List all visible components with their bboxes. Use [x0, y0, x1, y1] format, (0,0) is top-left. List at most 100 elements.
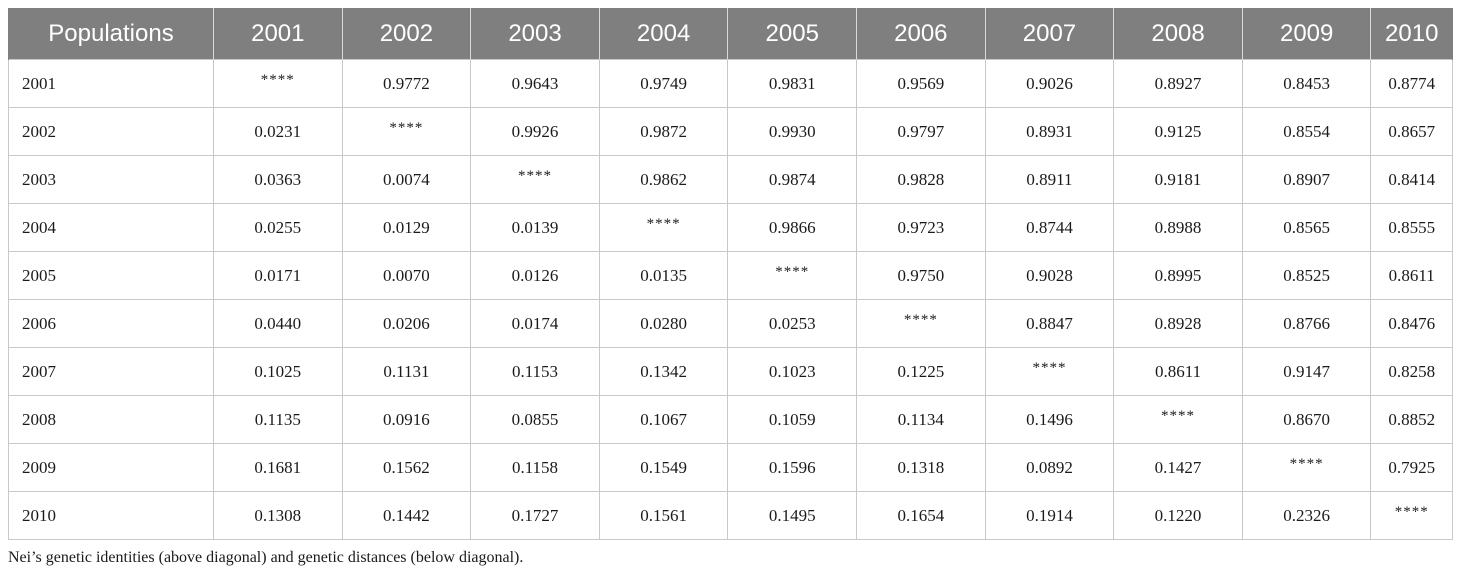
table-cell: 0.9569	[856, 59, 986, 108]
table-cell: 0.8453	[1241, 59, 1372, 108]
table-cell: 0.1220	[1113, 491, 1243, 540]
table-row: 2001 **** 0.9772 0.9643 0.9749 0.9831 0.9569 0.…	[8, 59, 1453, 108]
table-cell: 0.9028	[984, 251, 1115, 300]
row-header: 2003	[8, 155, 214, 204]
row-header: 2009	[8, 443, 214, 492]
table-cell: 0.8565	[1241, 203, 1372, 252]
table-cell: 0.1727	[470, 491, 600, 540]
table-cell: 0.8988	[1113, 203, 1243, 252]
table-cell: 0.0074	[341, 155, 472, 204]
table-row: 2005 0.0171 0.0070 0.0126 0.0135 **** 0.9750 0.…	[8, 251, 1453, 300]
table-cell: 0.1496	[984, 395, 1115, 444]
table-cell: 0.0129	[341, 203, 472, 252]
table-cell: 0.8414	[1370, 155, 1453, 204]
header-row: Populations 2001 2002 2003 2004 2005 2006 2007 2…	[8, 8, 1453, 60]
table-cell: 0.0070	[341, 251, 472, 300]
table-row: 2010 0.1308 0.1442 0.1727 0.1561 0.1495 0.1654…	[8, 491, 1453, 540]
column-header-2005: 2005	[727, 8, 858, 60]
diagonal-cell: ****	[1370, 491, 1453, 540]
table-header: Populations 2001 2002 2003 2004 2005 2006 2007 2…	[8, 8, 1453, 60]
table-cell: 0.8766	[1241, 299, 1372, 348]
table-cell: 0.8907	[1241, 155, 1372, 204]
table-cell: 0.1495	[727, 491, 858, 540]
table-cell: 0.9874	[727, 155, 858, 204]
table-cell: 0.8931	[984, 107, 1115, 156]
table-cell: 0.8774	[1370, 59, 1453, 108]
table-row: 2009 0.1681 0.1562 0.1158 0.1549 0.1596 0.1318…	[8, 443, 1453, 492]
table-cell: 0.0363	[212, 155, 343, 204]
diagonal-cell: ****	[1113, 395, 1243, 444]
table-cell: 0.7925	[1370, 443, 1453, 492]
table-cell: 0.0255	[212, 203, 343, 252]
table-cell: 0.8995	[1113, 251, 1243, 300]
table-cell: 0.0855	[470, 395, 600, 444]
table-cell: 0.0206	[341, 299, 472, 348]
table-cell: 0.1225	[856, 347, 986, 396]
table-cell: 0.9831	[727, 59, 858, 108]
table-cell: 0.9797	[856, 107, 986, 156]
table-cell: 0.0440	[212, 299, 343, 348]
column-header-2001: 2001	[212, 8, 343, 60]
table-cell: 0.8657	[1370, 107, 1453, 156]
table-cell: 0.1342	[598, 347, 729, 396]
table-cell: 0.1023	[727, 347, 858, 396]
column-header-populations: Populations	[8, 8, 214, 60]
table-cell: 0.0280	[598, 299, 729, 348]
table-cell: 0.8852	[1370, 395, 1453, 444]
table-cell: 0.8927	[1113, 59, 1243, 108]
table-cell: 0.8847	[984, 299, 1115, 348]
row-header: 2005	[8, 251, 214, 300]
table-cell: 0.8258	[1370, 347, 1453, 396]
table-cell: 0.9872	[598, 107, 729, 156]
table-cell: 0.1561	[598, 491, 729, 540]
table-cell: 0.9147	[1241, 347, 1372, 396]
table-row: 2003 0.0363 0.0074 **** 0.9862 0.9874 0.9828 0.…	[8, 155, 1453, 204]
table-row: 2002 0.0231 **** 0.9926 0.9872 0.9930 0.9797 0.…	[8, 107, 1453, 156]
table-cell: 0.8525	[1241, 251, 1372, 300]
row-header: 2001	[8, 59, 214, 108]
table-footnote: Nei’s genetic identities (above diagonal…	[8, 549, 524, 566]
table-cell: 0.9026	[984, 59, 1115, 108]
table-cell: 0.0126	[470, 251, 600, 300]
table-cell: 0.1427	[1113, 443, 1243, 492]
table-cell: 0.9125	[1113, 107, 1243, 156]
diagonal-cell: ****	[470, 155, 600, 204]
diagonal-cell: ****	[1241, 443, 1372, 492]
row-header: 2004	[8, 203, 214, 252]
table-cell: 0.9750	[856, 251, 986, 300]
table-cell: 0.1067	[598, 395, 729, 444]
table-cell: 0.0139	[470, 203, 600, 252]
table-cell: 0.0253	[727, 299, 858, 348]
row-header: 2007	[8, 347, 214, 396]
table-cell: 0.1158	[470, 443, 600, 492]
diagonal-cell: ****	[212, 59, 343, 108]
table-cell: 0.9926	[470, 107, 600, 156]
table-cell: 0.0892	[984, 443, 1115, 492]
table-row: 2006 0.0440 0.0206 0.0174 0.0280 0.0253 **** 0.…	[8, 299, 1453, 348]
genetic-distance-table: Populations 2001 2002 2003 2004 2005 2006 2007 2…	[8, 8, 1453, 540]
table-row: 2007 0.1025 0.1131 0.1153 0.1342 0.1023 0.1225…	[8, 347, 1453, 396]
table-cell: 0.0135	[598, 251, 729, 300]
diagonal-cell: ****	[341, 107, 472, 156]
table-cell: 0.1308	[212, 491, 343, 540]
row-header: 2008	[8, 395, 214, 444]
table-row: 2008 0.1135 0.0916 0.0855 0.1067 0.1059 0.1134…	[8, 395, 1453, 444]
column-header-2006: 2006	[856, 8, 986, 60]
table-cell: 0.1562	[341, 443, 472, 492]
column-header-2008: 2008	[1113, 8, 1243, 60]
diagonal-cell: ****	[984, 347, 1115, 396]
table-cell: 0.8911	[984, 155, 1115, 204]
table-cell: 0.0171	[212, 251, 343, 300]
table-cell: 0.8928	[1113, 299, 1243, 348]
table-container: Populations 2001 2002 2003 2004 2005 2006 2007 2…	[8, 8, 1453, 567]
table-cell: 0.1596	[727, 443, 858, 492]
table-cell: 0.9749	[598, 59, 729, 108]
table-cell: 0.9862	[598, 155, 729, 204]
table-cell: 0.1549	[598, 443, 729, 492]
table-cell: 0.1914	[984, 491, 1115, 540]
table-cell: 0.1059	[727, 395, 858, 444]
table-cell: 0.0916	[341, 395, 472, 444]
column-header-2004: 2004	[598, 8, 729, 60]
table-cell: 0.9643	[470, 59, 600, 108]
column-header-2002: 2002	[341, 8, 472, 60]
